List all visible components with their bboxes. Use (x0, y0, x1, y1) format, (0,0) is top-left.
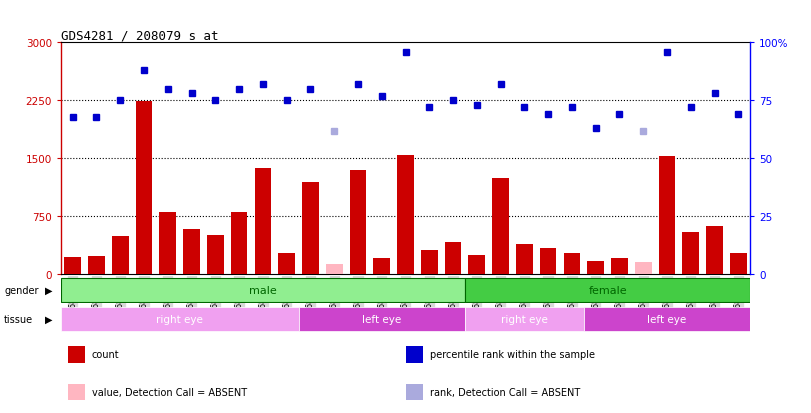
Text: GSM686961: GSM686961 (211, 277, 220, 323)
Text: GSM685652: GSM685652 (663, 277, 672, 323)
Bar (730, 253, 747, 275)
Text: GSM686989: GSM686989 (425, 277, 434, 323)
Text: GSM686963: GSM686963 (377, 277, 386, 323)
Text: left eye: left eye (647, 314, 687, 324)
Bar (183, 230, 200, 275)
Bar (465, 278, 750, 302)
Bar (492, 178, 509, 275)
Text: male: male (249, 285, 277, 295)
Bar (516, 244, 533, 275)
Text: rank, Detection Call = ABSENT: rank, Detection Call = ABSENT (430, 387, 580, 397)
Bar (88, 256, 105, 275)
Text: GSM686962: GSM686962 (234, 277, 243, 323)
Text: GSM686990: GSM686990 (282, 277, 291, 323)
Text: GSM687004: GSM687004 (591, 277, 600, 323)
Text: GSM686987: GSM686987 (568, 277, 577, 323)
Bar (540, 249, 556, 275)
Text: GSM685601: GSM685601 (139, 277, 148, 323)
Text: GSM686986: GSM686986 (401, 277, 410, 323)
Text: gender: gender (4, 285, 39, 295)
Bar (659, 157, 676, 275)
Bar (584, 307, 750, 331)
Bar (706, 227, 723, 275)
Bar (61, 278, 465, 302)
Text: GSM685472: GSM685472 (92, 277, 101, 323)
Text: female: female (588, 285, 627, 295)
Text: GSM686991: GSM686991 (448, 277, 457, 323)
Text: GSM685603: GSM685603 (354, 277, 363, 323)
Bar (350, 171, 367, 275)
Text: GSM687002: GSM687002 (710, 277, 719, 323)
Text: GDS4281 / 208079_s_at: GDS4281 / 208079_s_at (61, 29, 218, 42)
Bar (635, 262, 651, 275)
Bar (587, 261, 604, 275)
Text: GSM687001: GSM687001 (686, 277, 695, 323)
Bar (67, 384, 85, 400)
Text: right eye: right eye (501, 314, 547, 324)
Text: right eye: right eye (157, 314, 203, 324)
Bar (469, 255, 485, 275)
Bar (207, 235, 224, 275)
Text: count: count (92, 350, 119, 360)
Text: GSM685522: GSM685522 (306, 277, 315, 323)
Bar (465, 307, 584, 331)
Text: ▶: ▶ (45, 285, 52, 295)
Bar (278, 254, 295, 275)
Bar (421, 251, 438, 275)
Text: GSM686984: GSM686984 (520, 277, 529, 323)
Bar (231, 213, 247, 275)
Text: GSM685473: GSM685473 (116, 277, 125, 323)
Text: GSM686985: GSM686985 (543, 277, 552, 323)
Bar (112, 237, 129, 275)
Bar (298, 307, 465, 331)
Text: GSM685523: GSM685523 (330, 277, 339, 323)
Text: GSM687003: GSM687003 (734, 277, 743, 323)
Bar (67, 347, 85, 363)
Text: tissue: tissue (4, 314, 33, 324)
Text: GSM685471: GSM685471 (68, 277, 77, 323)
Bar (255, 168, 271, 275)
Bar (564, 254, 580, 275)
Text: value, Detection Call = ABSENT: value, Detection Call = ABSENT (92, 387, 247, 397)
Text: GSM685470: GSM685470 (615, 277, 624, 323)
Text: GSM685650: GSM685650 (163, 277, 172, 323)
Bar (135, 102, 152, 275)
Bar (160, 212, 176, 275)
Bar (397, 156, 414, 275)
Bar (611, 259, 628, 275)
Bar (373, 259, 390, 275)
Bar (406, 347, 423, 363)
Bar (61, 307, 298, 331)
Text: left eye: left eye (362, 314, 401, 324)
Text: GSM686988: GSM686988 (259, 277, 268, 323)
Text: GSM685651: GSM685651 (187, 277, 196, 323)
Bar (444, 242, 461, 275)
Text: ▶: ▶ (45, 314, 52, 324)
Text: GSM685474: GSM685474 (472, 277, 481, 323)
Text: GSM685602: GSM685602 (496, 277, 505, 323)
Bar (64, 258, 81, 275)
Bar (406, 384, 423, 400)
Bar (682, 232, 699, 275)
Text: GSM685475: GSM685475 (639, 277, 648, 323)
Bar (326, 265, 342, 275)
Text: percentile rank within the sample: percentile rank within the sample (430, 350, 594, 360)
Bar (302, 182, 319, 275)
